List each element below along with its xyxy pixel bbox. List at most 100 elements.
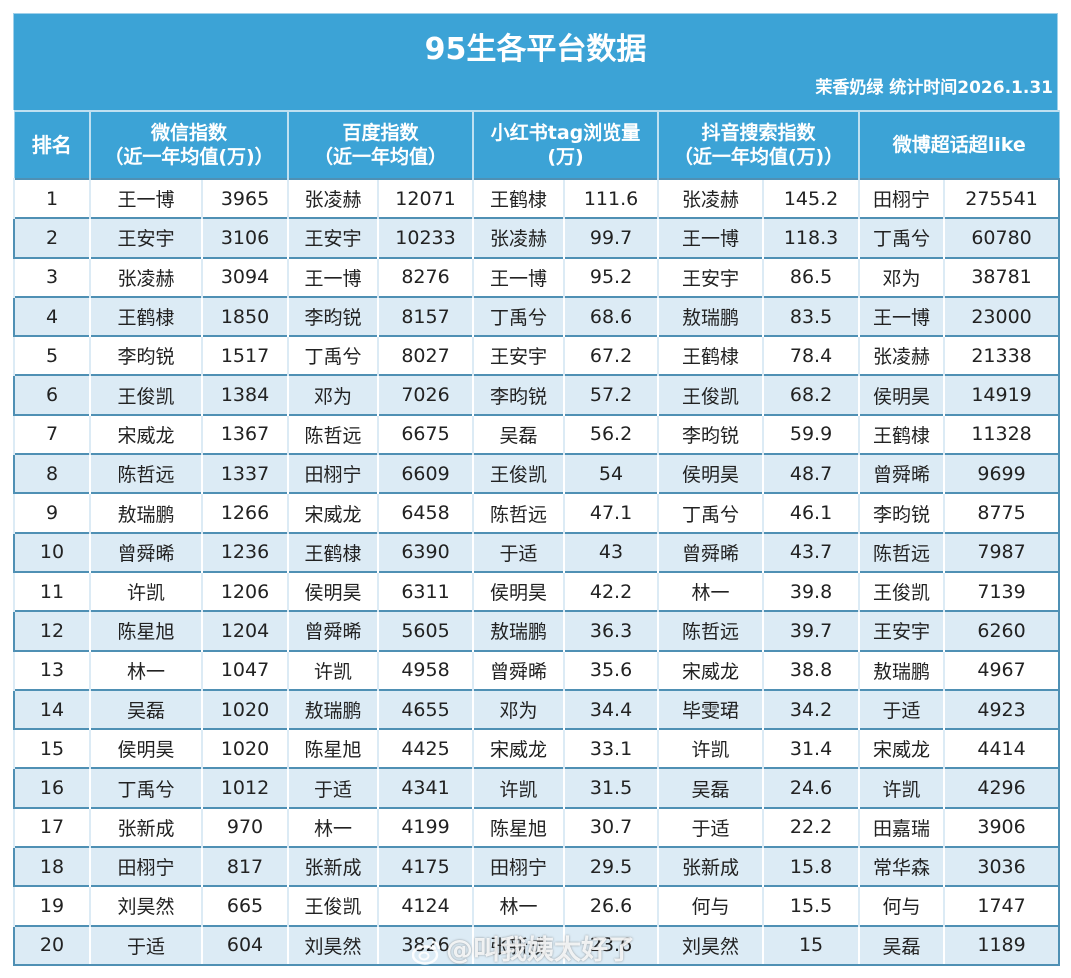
weibo-name-cell: 王俊凯 xyxy=(858,570,945,612)
xiaohongshu-name-cell: 陈哲远 xyxy=(472,492,565,533)
douyin-name-cell: 于适 xyxy=(657,806,764,848)
wechat-value-cell: 1020 xyxy=(201,728,288,769)
weibo-value-cell: 14919 xyxy=(943,374,1061,415)
baidu-name-cell: 李昀锐 xyxy=(287,295,378,337)
baidu-value-cell: 5605 xyxy=(376,610,474,651)
wechat-name-cell: 张新成 xyxy=(89,806,202,848)
rank-cell: 15 xyxy=(13,728,90,769)
table-row: 19 刘昊然 665 王俊凯 4124 林一 26.6 何与 15.5 何与 1… xyxy=(13,885,1061,926)
rank-cell: 1 xyxy=(13,177,90,219)
weibo-value-cell: 3906 xyxy=(943,806,1061,848)
wechat-value-cell: 1266 xyxy=(201,492,288,533)
col-header-douyin: 抖音搜索指数 （近一年均值(万)） xyxy=(657,110,860,179)
weibo-logo-icon xyxy=(411,939,442,965)
weibo-name-cell: 吴磊 xyxy=(858,924,945,966)
douyin-name-cell: 许凯 xyxy=(657,728,764,769)
wechat-value-cell: 1850 xyxy=(201,295,288,337)
douyin-value-cell: 24.6 xyxy=(762,767,860,808)
xiaohongshu-name-cell: 王俊凯 xyxy=(472,453,565,494)
douyin-name-cell: 李昀锐 xyxy=(657,413,764,455)
wechat-name-cell: 曾舜晞 xyxy=(89,531,202,572)
weibo-name-cell: 李昀锐 xyxy=(858,492,945,533)
weibo-value-cell: 4414 xyxy=(943,728,1061,769)
douyin-value-cell: 43.7 xyxy=(762,531,860,572)
wechat-value-cell: 970 xyxy=(201,806,288,848)
col-header-xiaohongshu-line1: 小红书tag浏览量 xyxy=(490,122,641,144)
wechat-value-cell: 3965 xyxy=(201,177,288,219)
wechat-value-cell: 604 xyxy=(201,924,288,966)
xiaohongshu-name-cell: 李昀锐 xyxy=(472,374,565,415)
baidu-value-cell: 7026 xyxy=(376,374,474,415)
wechat-name-cell: 许凯 xyxy=(89,570,202,612)
baidu-value-cell: 8276 xyxy=(376,256,474,297)
col-header-xiaohongshu: 小红书tag浏览量 (万) xyxy=(472,110,659,179)
baidu-value-cell: 8157 xyxy=(376,295,474,337)
weibo-name-cell: 宋威龙 xyxy=(858,728,945,769)
douyin-name-cell: 张凌赫 xyxy=(657,177,764,219)
baidu-value-cell: 4655 xyxy=(376,688,474,730)
baidu-name-cell: 许凯 xyxy=(287,649,378,690)
xiaohongshu-value-cell: 42.2 xyxy=(563,570,659,612)
wechat-value-cell: 1204 xyxy=(201,610,288,651)
baidu-name-cell: 王鹤棣 xyxy=(287,531,378,572)
table-row: 3 张凌赫 3094 王一博 8276 王一博 95.2 王安宇 86.5 邓为… xyxy=(13,256,1061,297)
table-row: 9 敖瑞鹏 1266 宋威龙 6458 陈哲远 47.1 丁禹兮 46.1 李昀… xyxy=(13,492,1061,533)
table-row: 4 王鹤棣 1850 李昀锐 8157 丁禹兮 68.6 敖瑞鹏 83.5 王一… xyxy=(13,295,1061,337)
weibo-name-cell: 邓为 xyxy=(858,256,945,297)
xiaohongshu-value-cell: 56.2 xyxy=(563,413,659,455)
baidu-name-cell: 王一博 xyxy=(287,256,378,297)
douyin-value-cell: 34.2 xyxy=(762,688,860,730)
baidu-name-cell: 王俊凯 xyxy=(287,885,378,926)
weibo-name-cell: 陈哲远 xyxy=(858,531,945,572)
weibo-value-cell: 23000 xyxy=(943,295,1061,337)
wechat-value-cell: 3106 xyxy=(201,217,288,258)
rank-cell: 5 xyxy=(13,335,90,376)
weibo-name-cell: 敖瑞鹏 xyxy=(858,649,945,690)
wechat-value-cell: 3094 xyxy=(201,256,288,297)
weibo-name-cell: 田嘉瑞 xyxy=(858,806,945,848)
douyin-name-cell: 王一博 xyxy=(657,217,764,258)
table-row: 8 陈哲远 1337 田栩宁 6609 王俊凯 54 侯明昊 48.7 曾舜晞 … xyxy=(13,453,1061,494)
xiaohongshu-name-cell: 王一博 xyxy=(472,256,565,297)
douyin-name-cell: 毕雯珺 xyxy=(657,688,764,730)
douyin-value-cell: 38.8 xyxy=(762,649,860,690)
baidu-value-cell: 4341 xyxy=(376,767,474,808)
baidu-name-cell: 林一 xyxy=(287,806,378,848)
table-row: 13 林一 1047 许凯 4958 曾舜晞 35.6 宋威龙 38.8 敖瑞鹏… xyxy=(13,649,1061,690)
rank-cell: 3 xyxy=(13,256,90,297)
rank-cell: 19 xyxy=(13,885,90,926)
baidu-name-cell: 田栩宁 xyxy=(287,453,378,494)
table-row: 15 侯明昊 1020 陈星旭 4425 宋威龙 33.1 许凯 31.4 宋威… xyxy=(13,728,1061,769)
baidu-name-cell: 邓为 xyxy=(287,374,378,415)
baidu-value-cell: 6675 xyxy=(376,413,474,455)
col-header-baidu-line1: 百度指数 xyxy=(342,122,419,144)
xiaohongshu-value-cell: 43 xyxy=(563,531,659,572)
col-header-rank-label: 排名 xyxy=(31,133,72,157)
weibo-value-cell: 7987 xyxy=(943,531,1061,572)
rank-cell: 17 xyxy=(13,806,90,848)
douyin-name-cell: 陈哲远 xyxy=(657,610,764,651)
baidu-name-cell: 侯明昊 xyxy=(287,570,378,612)
xiaohongshu-value-cell: 54 xyxy=(563,453,659,494)
col-header-weibo-line1: 微博超话超like xyxy=(892,134,1026,156)
xiaohongshu-value-cell: 68.6 xyxy=(563,295,659,337)
baidu-name-cell: 于适 xyxy=(287,767,378,808)
douyin-value-cell: 59.9 xyxy=(762,413,860,455)
wechat-value-cell: 1236 xyxy=(201,531,288,572)
wechat-name-cell: 宋威龙 xyxy=(89,413,202,455)
baidu-name-cell: 陈哲远 xyxy=(287,413,378,455)
xiaohongshu-name-cell: 于适 xyxy=(472,531,565,572)
wechat-name-cell: 侯明昊 xyxy=(89,728,202,769)
xiaohongshu-name-cell: 林一 xyxy=(472,885,565,926)
title-band: 95生各平台数据 茉香奶绿 统计时间2026.1.31 xyxy=(13,13,1058,110)
weibo-value-cell: 9699 xyxy=(943,453,1061,494)
header-row: 排名 微信指数 （近一年均值(万)） 百度指数 （近一年均值） 小红书tag浏览… xyxy=(13,110,1060,179)
wechat-name-cell: 王一博 xyxy=(89,177,202,219)
douyin-name-cell: 曾舜晞 xyxy=(657,531,764,572)
xiaohongshu-name-cell: 陈星旭 xyxy=(472,806,565,848)
weibo-name-cell: 侯明昊 xyxy=(858,374,945,415)
xiaohongshu-value-cell: 95.2 xyxy=(563,256,659,297)
weibo-value-cell: 11328 xyxy=(943,413,1061,455)
wechat-name-cell: 张凌赫 xyxy=(89,256,202,297)
baidu-name-cell: 曾舜晞 xyxy=(287,610,378,651)
